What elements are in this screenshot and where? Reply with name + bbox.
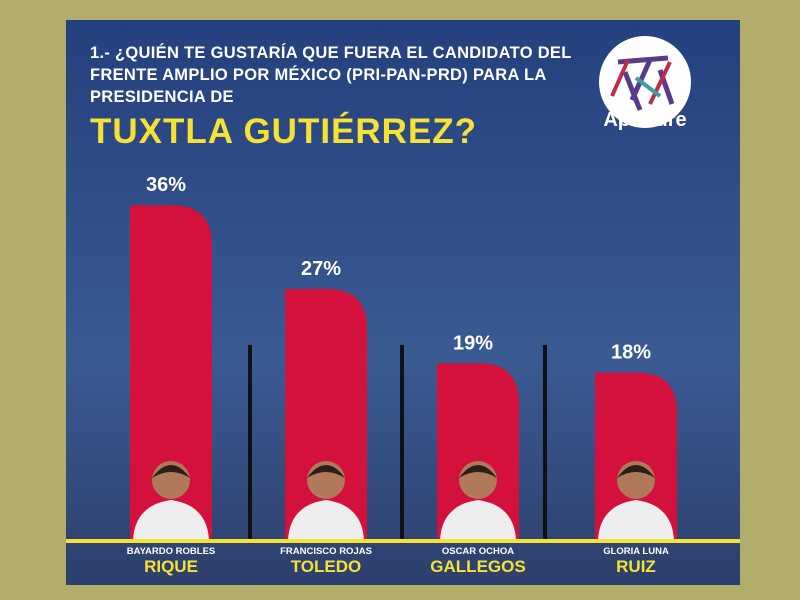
- candidate-surname: RIQUE: [144, 557, 198, 576]
- bar: [437, 363, 519, 540]
- bar: [130, 205, 212, 540]
- portrait-body: [598, 500, 674, 540]
- chart-title: 1.- ¿QUIÉN TE GUSTARÍA QUE FUERA EL CAND…: [90, 44, 572, 106]
- portrait-body: [288, 500, 364, 540]
- bar: [595, 372, 677, 540]
- candidate-given: FRANCISCO ROJAS: [280, 546, 372, 557]
- candidate-surname: TOLEDO: [291, 557, 362, 576]
- value-label: 19%: [453, 332, 493, 354]
- chart-subtitle: TUXTLA GUTIÉRREZ?: [90, 112, 478, 151]
- portrait-body: [440, 500, 516, 540]
- value-label: 18%: [611, 342, 651, 364]
- separators: [248, 345, 547, 540]
- portrait-hair: [152, 465, 190, 478]
- value-label: 36%: [146, 174, 186, 196]
- logo-brand: Aperture: [603, 109, 686, 131]
- candidate-surname: RUIZ: [616, 557, 656, 576]
- candidate-given: OSCAR OCHOA: [442, 546, 514, 557]
- portrait-hair: [617, 465, 655, 478]
- logo: Aperture: [599, 36, 691, 131]
- candidate-given: BAYARDO ROBLES: [127, 546, 216, 557]
- portrait-hair: [459, 465, 497, 478]
- portrait-hair: [307, 465, 345, 478]
- candidate-given: GLORIA LUNA: [603, 546, 669, 557]
- value-label: 27%: [301, 258, 341, 280]
- bar: [285, 288, 367, 540]
- candidate-surname: GALLEGOS: [430, 557, 525, 576]
- portrait-body: [133, 500, 209, 540]
